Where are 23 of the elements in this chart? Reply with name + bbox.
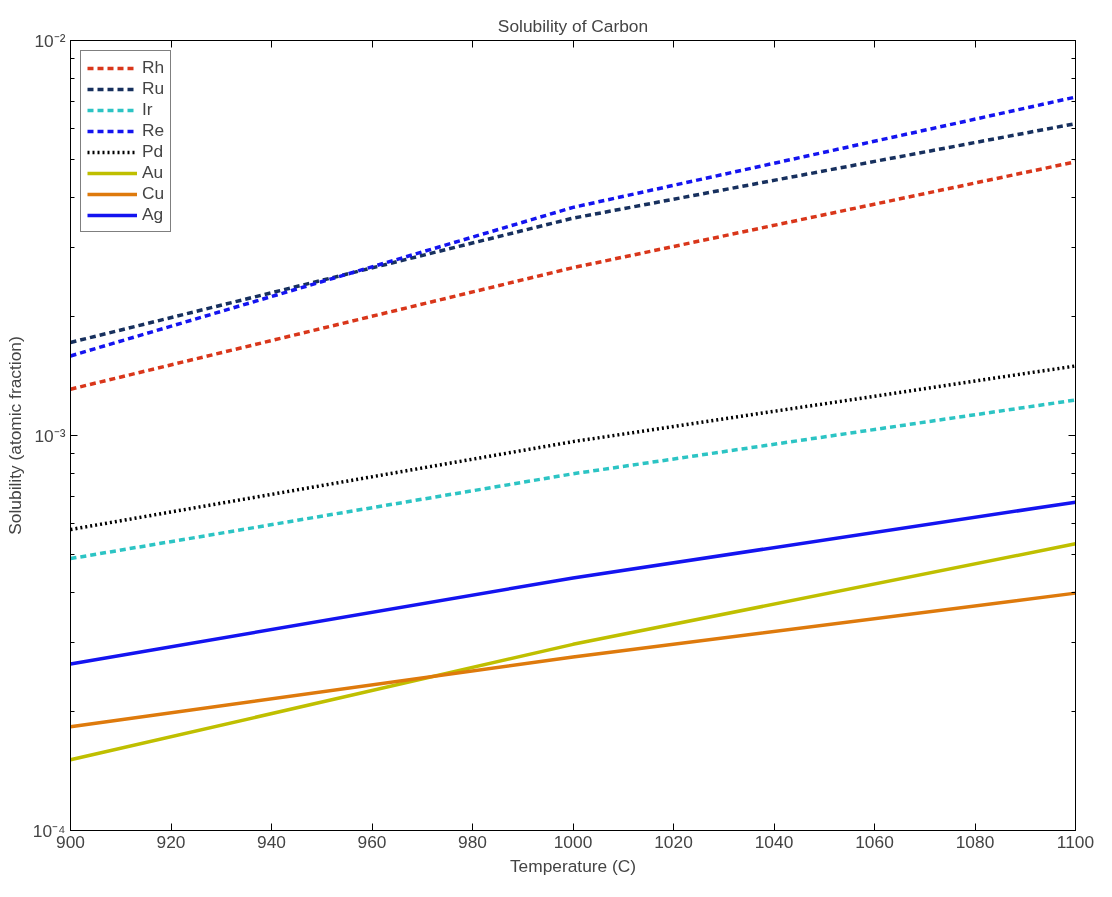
y-axis-title: Solubility (atomic fraction): [4, 336, 25, 535]
legend-label: Ir: [142, 99, 154, 120]
y-tick-label: 10⁻²: [34, 30, 66, 51]
x-tick-label: 1020: [654, 831, 693, 852]
legend-label: Au: [142, 162, 164, 183]
legend-label: Ru: [142, 78, 165, 99]
x-tick-label: 980: [458, 831, 487, 852]
legend-label: Rh: [142, 57, 165, 78]
x-tick-label: 940: [257, 831, 286, 852]
x-tick-label: 1000: [553, 831, 593, 852]
x-axis-title: Temperature (C): [509, 855, 637, 876]
legend-label: Ag: [142, 204, 164, 225]
legend-label: Re: [142, 120, 165, 141]
x-tick-label: 1100: [1056, 831, 1095, 852]
x-tick-label: 1080: [955, 831, 995, 852]
legend-label: Pd: [142, 141, 164, 162]
legend-label: Cu: [142, 183, 165, 204]
x-tick-label: 1060: [855, 831, 894, 852]
y-tick-label: 10⁻³: [34, 425, 66, 446]
x-tick-label: 960: [357, 831, 387, 852]
x-tick-label: 920: [156, 831, 186, 852]
chart-title: Solubility of Carbon: [497, 15, 649, 36]
x-tick-label: 1040: [754, 831, 794, 852]
